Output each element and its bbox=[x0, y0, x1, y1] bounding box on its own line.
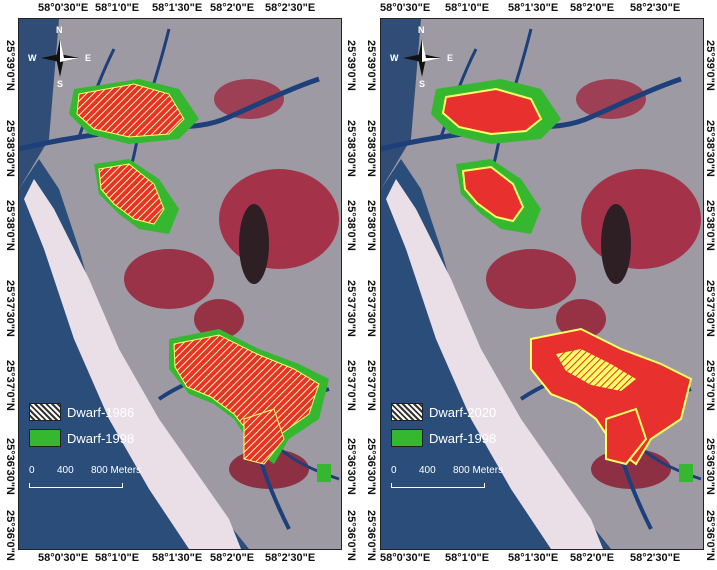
lat-tick: 25°39'0"N bbox=[4, 40, 16, 91]
top-tick: 58°2'0"E bbox=[570, 2, 615, 14]
legend-item-1998: Dwarf-1998 bbox=[29, 429, 134, 447]
lat-tick: 25°37'0"N bbox=[4, 360, 16, 411]
legend-label: Dwarf-2020 bbox=[429, 404, 497, 420]
bottom-tick: 58°1'30"E bbox=[152, 552, 203, 564]
legend-item-1998: Dwarf-1998 bbox=[391, 429, 496, 447]
green-swatch-icon bbox=[391, 429, 423, 447]
bottom-tick: 58°1'0"E bbox=[445, 552, 490, 564]
top-tick: 58°0'30"E bbox=[380, 2, 431, 14]
lat-tick: 25°36'30"N bbox=[4, 438, 16, 495]
legend-label: Dwarf-1998 bbox=[67, 430, 135, 446]
lat-tick: 25°37'30"N bbox=[365, 280, 377, 337]
map-image bbox=[19, 19, 341, 549]
scale-label: 0 bbox=[391, 465, 397, 476]
lat-tick: 25°36'0"N bbox=[704, 510, 716, 561]
legend-item-2020: Dwarf-2020 bbox=[391, 403, 496, 421]
top-tick: 58°1'30"E bbox=[508, 2, 559, 14]
compass-e: E bbox=[85, 53, 92, 63]
scale-label: 800 Meters bbox=[453, 465, 504, 476]
bottom-tick: 58°2'0"E bbox=[570, 552, 615, 564]
map-panel-right[interactable]: N S W E Dwarf-2020 Dwarf-1998 0 400 800 … bbox=[380, 18, 704, 550]
scale-bar: 0 400 800 Meters bbox=[391, 465, 511, 495]
hatch-swatch-icon bbox=[29, 403, 61, 421]
legend-label: Dwarf-1986 bbox=[67, 404, 135, 420]
lat-tick: 25°37'30"N bbox=[704, 280, 716, 337]
north-arrow-compass: N S W E bbox=[28, 25, 91, 89]
scale-label: 800 Meters bbox=[91, 465, 142, 476]
bottom-tick: 58°0'30"E bbox=[38, 552, 89, 564]
scale-label: 400 bbox=[57, 465, 74, 476]
scale-label: 400 bbox=[419, 465, 436, 476]
lat-tick: 25°39'0"N bbox=[365, 40, 377, 91]
north-arrow-compass: N S W E bbox=[390, 25, 453, 89]
bottom-tick: 58°1'30"E bbox=[508, 552, 559, 564]
legend-item-1986: Dwarf-1986 bbox=[29, 403, 134, 421]
top-tick: 58°1'0"E bbox=[445, 2, 490, 14]
lat-tick: 25°36'0"N bbox=[365, 510, 377, 561]
lat-tick: 25°37'0"N bbox=[704, 360, 716, 411]
bottom-tick: 58°2'0"E bbox=[210, 552, 255, 564]
lat-tick: 25°36'0"N bbox=[4, 510, 16, 561]
top-tick: 58°0'30"E bbox=[38, 2, 89, 14]
bottom-tick: 58°1'0"E bbox=[95, 552, 140, 564]
lat-tick: 25°39'0"N bbox=[345, 40, 357, 91]
lat-tick: 25°38'0"N bbox=[365, 200, 377, 251]
lat-tick: 25°39'0"N bbox=[704, 40, 716, 91]
compass-e: E bbox=[447, 53, 454, 63]
top-tick: 58°1'0"E bbox=[95, 2, 140, 14]
bottom-tick: 58°0'30"E bbox=[380, 552, 431, 564]
scale-bar: 0 400 800 Meters bbox=[29, 465, 149, 495]
lat-tick: 25°38'30"N bbox=[365, 120, 377, 177]
compass-w: W bbox=[390, 53, 399, 63]
lat-tick: 25°37'30"N bbox=[4, 280, 16, 337]
lat-tick: 25°38'0"N bbox=[704, 200, 716, 251]
bottom-tick: 58°2'30"E bbox=[265, 552, 316, 564]
compass-n: N bbox=[418, 25, 425, 35]
lat-tick: 25°36'0"N bbox=[345, 510, 357, 561]
lat-tick: 25°37'0"N bbox=[365, 360, 377, 411]
compass-s: S bbox=[419, 79, 426, 89]
lat-tick: 25°36'30"N bbox=[704, 438, 716, 495]
lat-tick: 25°37'0"N bbox=[345, 360, 357, 411]
green-swatch-icon bbox=[29, 429, 61, 447]
top-tick: 58°2'30"E bbox=[630, 2, 681, 14]
lat-tick: 25°38'30"N bbox=[345, 120, 357, 177]
legend-label: Dwarf-1998 bbox=[429, 430, 497, 446]
top-tick: 58°2'30"E bbox=[265, 2, 316, 14]
compass-w: W bbox=[28, 53, 37, 63]
compass-icon bbox=[41, 39, 79, 77]
map-panel-left[interactable]: N S W E Dwarf-1986 Dwarf-1998 0 400 800 … bbox=[18, 18, 342, 550]
lat-tick: 25°38'0"N bbox=[4, 200, 16, 251]
map-image bbox=[381, 19, 703, 549]
bottom-tick: 58°2'30"E bbox=[630, 552, 681, 564]
scale-label: 0 bbox=[29, 465, 35, 476]
lat-tick: 25°38'30"N bbox=[704, 120, 716, 177]
lat-tick: 25°38'30"N bbox=[4, 120, 16, 177]
compass-n: N bbox=[56, 25, 63, 35]
lat-tick: 25°36'30"N bbox=[365, 438, 377, 495]
hatch-swatch-icon bbox=[391, 403, 423, 421]
compass-s: S bbox=[57, 79, 64, 89]
compass-icon bbox=[403, 39, 441, 77]
lat-tick: 25°37'30"N bbox=[345, 280, 357, 337]
top-tick: 58°2'0"E bbox=[210, 2, 255, 14]
lat-tick: 25°36'30"N bbox=[345, 438, 357, 495]
top-tick: 58°1'30"E bbox=[152, 2, 203, 14]
lat-tick: 25°38'0"N bbox=[345, 200, 357, 251]
